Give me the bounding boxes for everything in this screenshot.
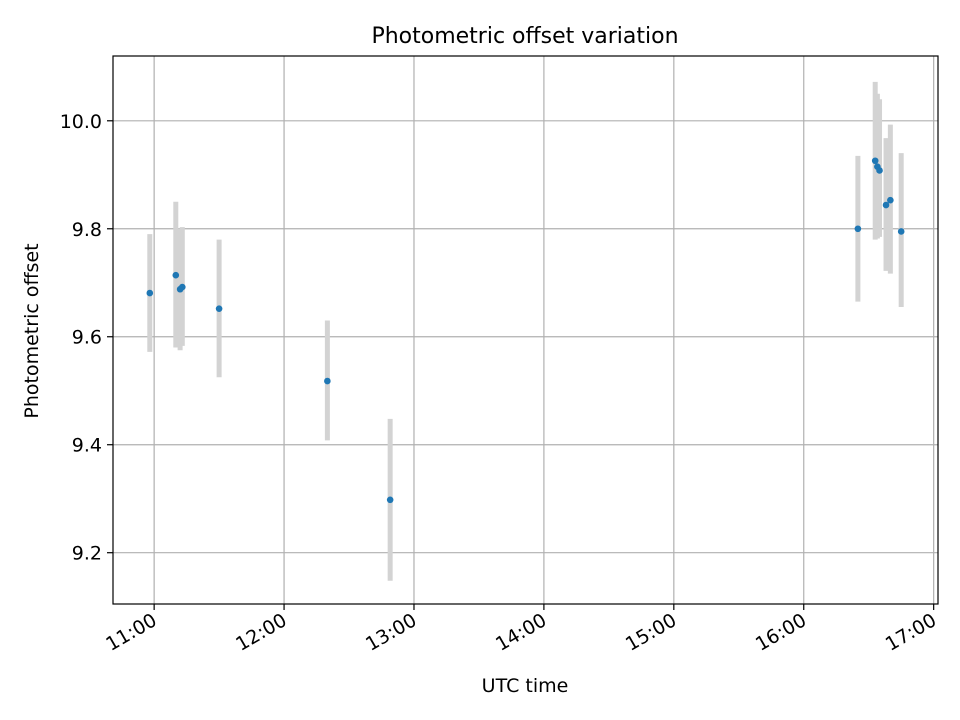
y-tick-label-9-8: 9.8 xyxy=(72,219,102,241)
data-point-12 xyxy=(887,196,894,204)
data-points xyxy=(146,157,905,504)
data-point-3 xyxy=(178,283,186,291)
y-tick-label-9-4: 9.4 xyxy=(72,435,102,457)
data-point-8 xyxy=(871,157,879,165)
data-point-4 xyxy=(215,305,223,312)
grid xyxy=(113,56,938,604)
y-tick-label-10-0: 10.0 xyxy=(60,111,102,133)
data-point-6 xyxy=(386,496,394,504)
data-point-1 xyxy=(172,271,180,279)
y-axis-ticks: 9.2 9.4 9.6 9.8 10.0 xyxy=(60,111,113,565)
data-point-7 xyxy=(854,225,862,233)
y-tick-label-9-6: 9.6 xyxy=(72,327,102,349)
x-axis-label: UTC time xyxy=(482,675,569,697)
data-point-5 xyxy=(324,377,331,385)
data-point-10 xyxy=(876,167,883,174)
plot-frame xyxy=(112,55,939,605)
chart-title: Photometric offset variation xyxy=(371,24,678,49)
data-point-0 xyxy=(146,289,154,297)
data-point-11 xyxy=(882,201,890,209)
y-tick-label-9-2: 9.2 xyxy=(72,543,102,565)
y-axis-label: Photometric offset xyxy=(21,243,43,418)
data-point-13 xyxy=(897,228,905,235)
